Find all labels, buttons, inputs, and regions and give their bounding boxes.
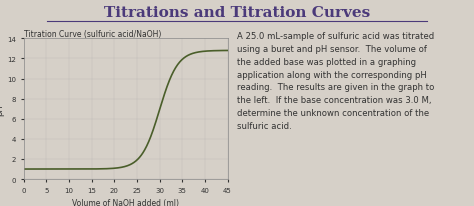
X-axis label: Volume of NaOH added (ml): Volume of NaOH added (ml): [72, 198, 179, 206]
Text: Titration Curve (sulfuric acid/NaOH): Titration Curve (sulfuric acid/NaOH): [24, 29, 161, 38]
Y-axis label: pH: pH: [0, 103, 4, 115]
Text: Titrations and Titration Curves: Titrations and Titration Curves: [104, 6, 370, 20]
Text: A 25.0 mL-sample of sulfuric acid was titrated
using a buret and pH sensor.  The: A 25.0 mL-sample of sulfuric acid was ti…: [237, 32, 434, 130]
